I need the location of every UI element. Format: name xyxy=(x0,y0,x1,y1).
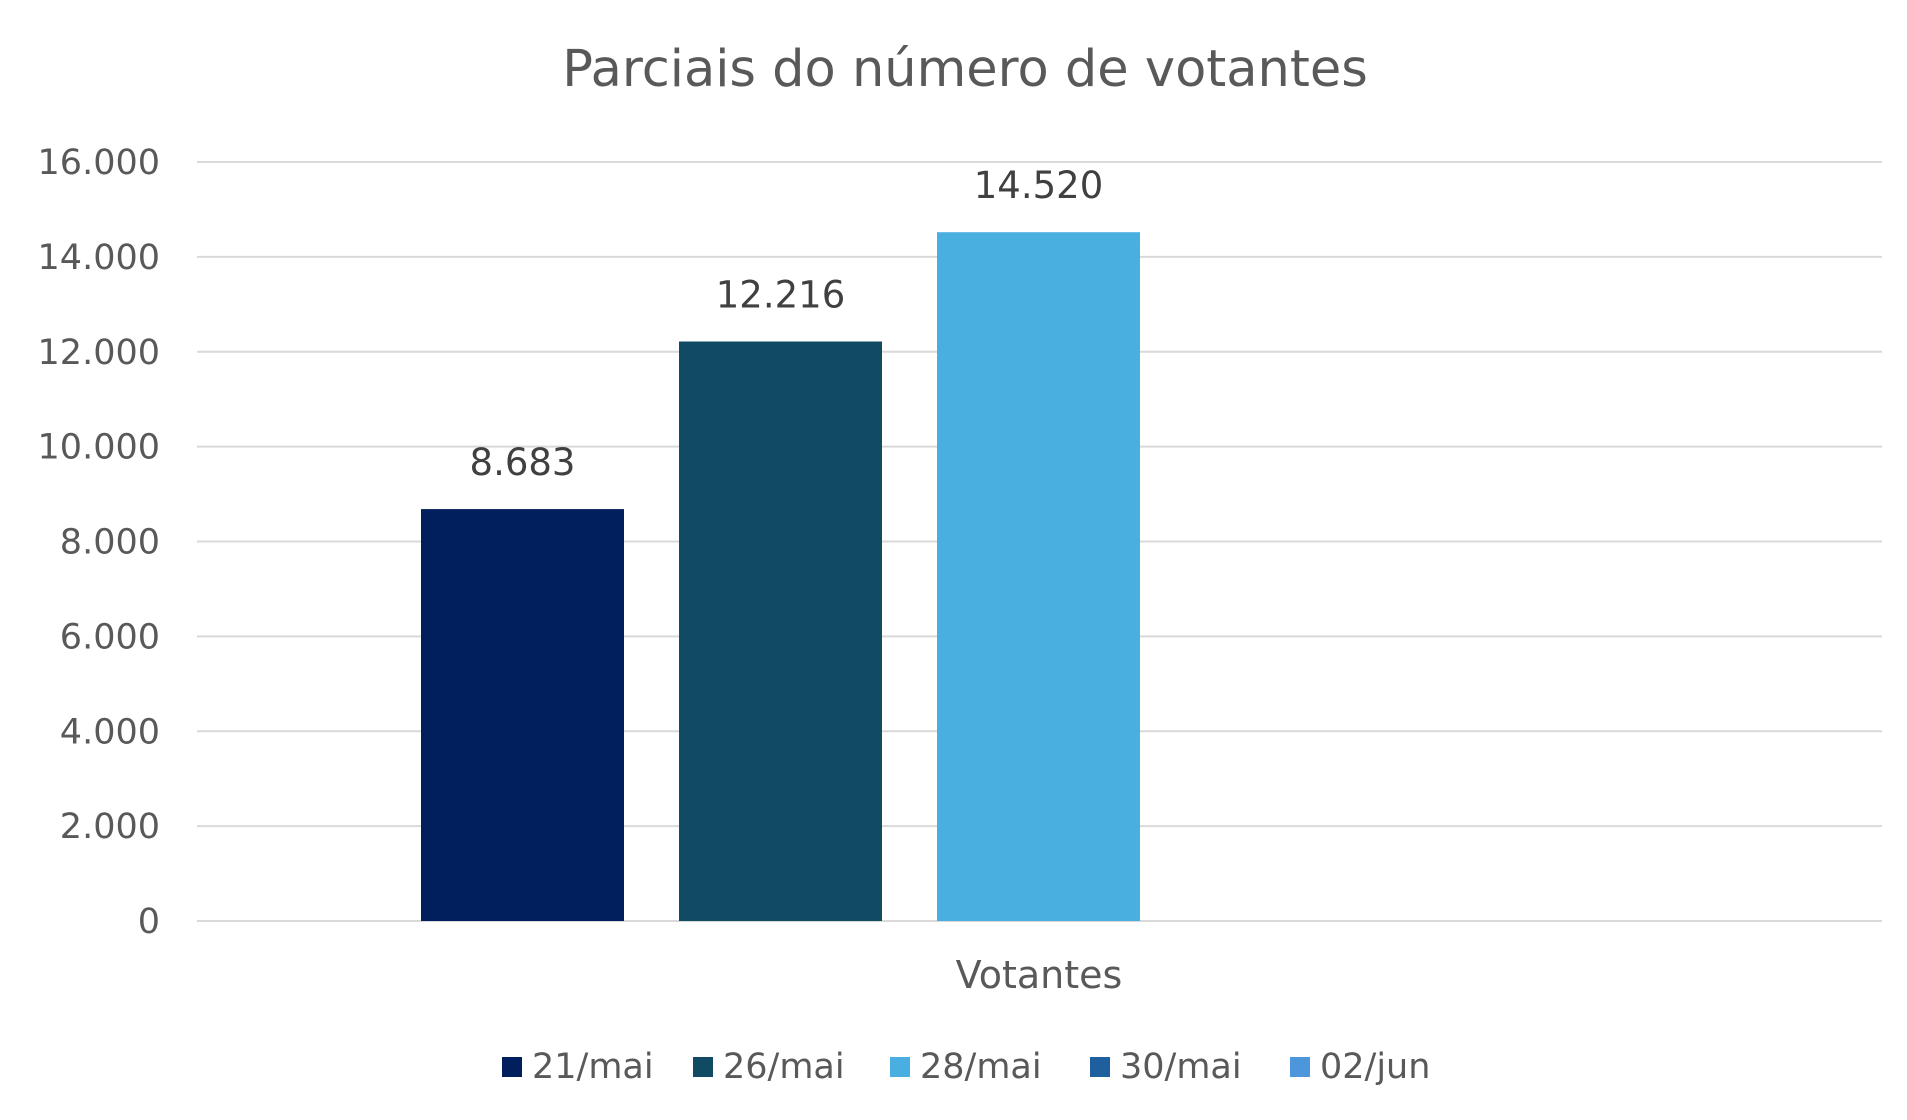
y-tick-label: 12.000 xyxy=(38,333,160,373)
bar-28-mai xyxy=(937,232,1140,921)
y-tick-label: 0 xyxy=(138,902,160,942)
legend-swatch xyxy=(890,1057,910,1077)
y-tick-label: 8.000 xyxy=(60,523,160,563)
legend: 21/mai 26/mai 28/mai 30/mai 02/jun xyxy=(502,1047,1430,1087)
legend-swatch xyxy=(502,1057,522,1077)
x-category-label: Votantes xyxy=(956,953,1123,997)
legend-label: 30/mai xyxy=(1120,1047,1242,1087)
y-tick-label: 16.000 xyxy=(38,143,160,183)
x-axis-categories: Votantes xyxy=(956,953,1123,997)
legend-item: 28/mai xyxy=(890,1047,1042,1087)
legend-item: 02/jun xyxy=(1290,1047,1430,1087)
data-label: 14.520 xyxy=(974,164,1103,207)
legend-swatch xyxy=(1090,1057,1110,1077)
legend-label: 02/jun xyxy=(1320,1047,1430,1087)
legend-label: 21/mai xyxy=(532,1047,654,1087)
data-labels: 8.683 12.216 14.520 xyxy=(470,164,1104,484)
legend-item: 21/mai xyxy=(502,1047,654,1087)
legend-label: 26/mai xyxy=(723,1047,845,1087)
y-tick-label: 2.000 xyxy=(60,807,160,847)
y-tick-label: 6.000 xyxy=(60,617,160,657)
y-tick-label: 4.000 xyxy=(60,712,160,752)
y-axis-ticks: 0 2.000 4.000 6.000 8.000 10.000 12.000 14.000 1… xyxy=(38,143,160,942)
bars xyxy=(421,232,1140,921)
bar-26-mai xyxy=(679,341,882,921)
legend-item: 30/mai xyxy=(1090,1047,1242,1087)
chart-title: Parciais do número de votantes xyxy=(562,40,1368,99)
legend-item: 26/mai xyxy=(693,1047,845,1087)
legend-swatch xyxy=(1290,1057,1310,1077)
legend-swatch xyxy=(693,1057,713,1077)
y-tick-label: 10.000 xyxy=(38,428,160,468)
y-tick-label: 14.000 xyxy=(38,238,160,278)
data-label: 12.216 xyxy=(716,274,845,317)
data-label: 8.683 xyxy=(470,441,576,484)
bar-21-mai xyxy=(421,509,624,921)
legend-label: 28/mai xyxy=(920,1047,1042,1087)
